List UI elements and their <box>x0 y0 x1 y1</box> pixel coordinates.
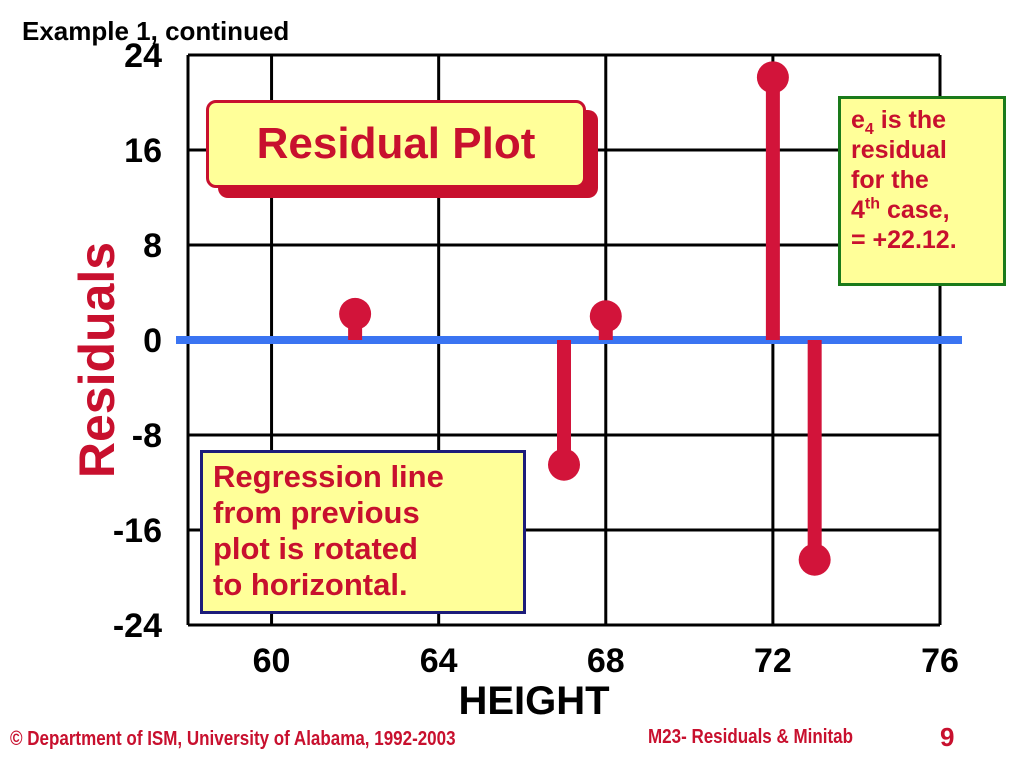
regression-line-2: from previous <box>213 495 420 530</box>
page-number: 9 <box>940 722 955 752</box>
residual-point <box>798 543 831 576</box>
slide-title: Example 1, continued <box>22 16 290 46</box>
y-tick-label: 0 <box>143 322 162 360</box>
y-tick-label: -16 <box>113 512 162 550</box>
y-tick-label: 8 <box>143 227 162 265</box>
note-line-3: for the <box>851 166 929 194</box>
footer-course: M23- Residuals & Minitab <box>648 726 853 748</box>
note-line-2: residual <box>851 136 947 164</box>
x-tick-label: 64 <box>420 642 458 680</box>
footer-copyright: © Department of ISM, University of Alaba… <box>10 728 456 750</box>
x-tick-label: 60 <box>253 642 291 680</box>
residual-point <box>548 448 580 481</box>
residual-stem <box>557 340 571 465</box>
plot-title: Residual Plot <box>256 119 536 168</box>
y-tick-label: 16 <box>124 132 162 170</box>
x-tick-label: 76 <box>921 642 959 680</box>
plot-title-callout: Residual Plot <box>206 100 586 188</box>
y-tick-label: -8 <box>132 417 162 455</box>
x-tick-label: 68 <box>587 642 625 680</box>
residual-point <box>339 297 372 330</box>
regression-note-callout: Regression line from previous plot is ro… <box>200 450 526 614</box>
note-line-4: 4th case, <box>851 195 950 224</box>
regression-line-3: plot is rotated <box>213 531 418 566</box>
residual-note-callout: e4 is the residual for the 4th case, = +… <box>838 96 1006 286</box>
residual-point <box>589 300 622 333</box>
residual-stem <box>765 77 780 340</box>
y-axis-title: Residuals <box>69 242 125 478</box>
note-line-1: e4 is the <box>851 106 947 138</box>
x-tick-label: 72 <box>754 642 792 680</box>
regression-line-4: to horizontal. <box>213 567 408 602</box>
regression-line-1: Regression line <box>213 459 444 494</box>
note-line-5: = +22.12. <box>851 226 957 254</box>
residual-stem <box>807 340 822 560</box>
x-axis-title: HEIGHT <box>458 679 609 723</box>
y-tick-label: 24 <box>124 37 162 75</box>
y-tick-label: -24 <box>113 607 162 645</box>
residual-point <box>756 61 789 94</box>
